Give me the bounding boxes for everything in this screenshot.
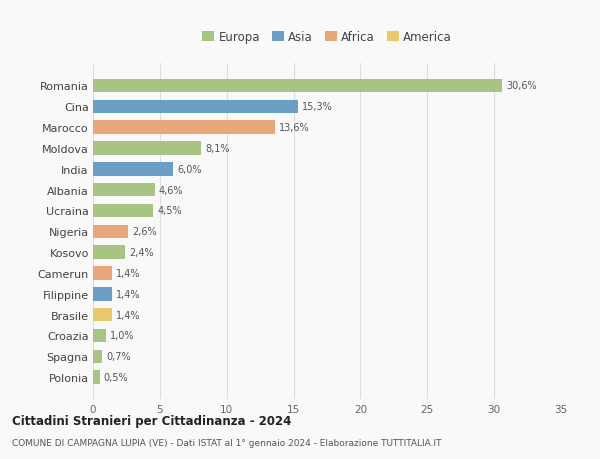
Bar [93, 100, 298, 114]
Bar [93, 267, 112, 280]
Text: 1,4%: 1,4% [116, 289, 140, 299]
Bar [93, 142, 202, 156]
Text: 2,4%: 2,4% [129, 247, 154, 257]
Text: 4,6%: 4,6% [158, 185, 183, 195]
Text: 0,7%: 0,7% [106, 352, 131, 362]
Text: 6,0%: 6,0% [177, 164, 202, 174]
Text: COMUNE DI CAMPAGNA LUPIA (VE) - Dati ISTAT al 1° gennaio 2024 - Elaborazione TUT: COMUNE DI CAMPAGNA LUPIA (VE) - Dati IST… [12, 438, 442, 447]
Text: 13,6%: 13,6% [279, 123, 310, 133]
Text: 15,3%: 15,3% [302, 102, 332, 112]
Text: 2,6%: 2,6% [132, 227, 157, 237]
Bar [93, 287, 112, 301]
Bar [93, 225, 128, 239]
Text: 1,4%: 1,4% [116, 310, 140, 320]
Text: 30,6%: 30,6% [506, 81, 537, 91]
Legend: Europa, Asia, Africa, America: Europa, Asia, Africa, America [197, 27, 457, 49]
Bar [93, 350, 103, 364]
Text: 4,5%: 4,5% [157, 206, 182, 216]
Bar [93, 184, 155, 197]
Bar [93, 121, 275, 134]
Bar [93, 204, 153, 218]
Text: 8,1%: 8,1% [205, 144, 230, 154]
Text: 0,5%: 0,5% [104, 372, 128, 382]
Bar [93, 329, 106, 342]
Text: 1,4%: 1,4% [116, 269, 140, 278]
Bar [93, 162, 173, 176]
Bar [93, 246, 125, 259]
Bar [93, 308, 112, 322]
Bar [93, 370, 100, 384]
Text: 1,0%: 1,0% [110, 331, 135, 341]
Text: Cittadini Stranieri per Cittadinanza - 2024: Cittadini Stranieri per Cittadinanza - 2… [12, 414, 292, 428]
Bar [93, 79, 502, 93]
